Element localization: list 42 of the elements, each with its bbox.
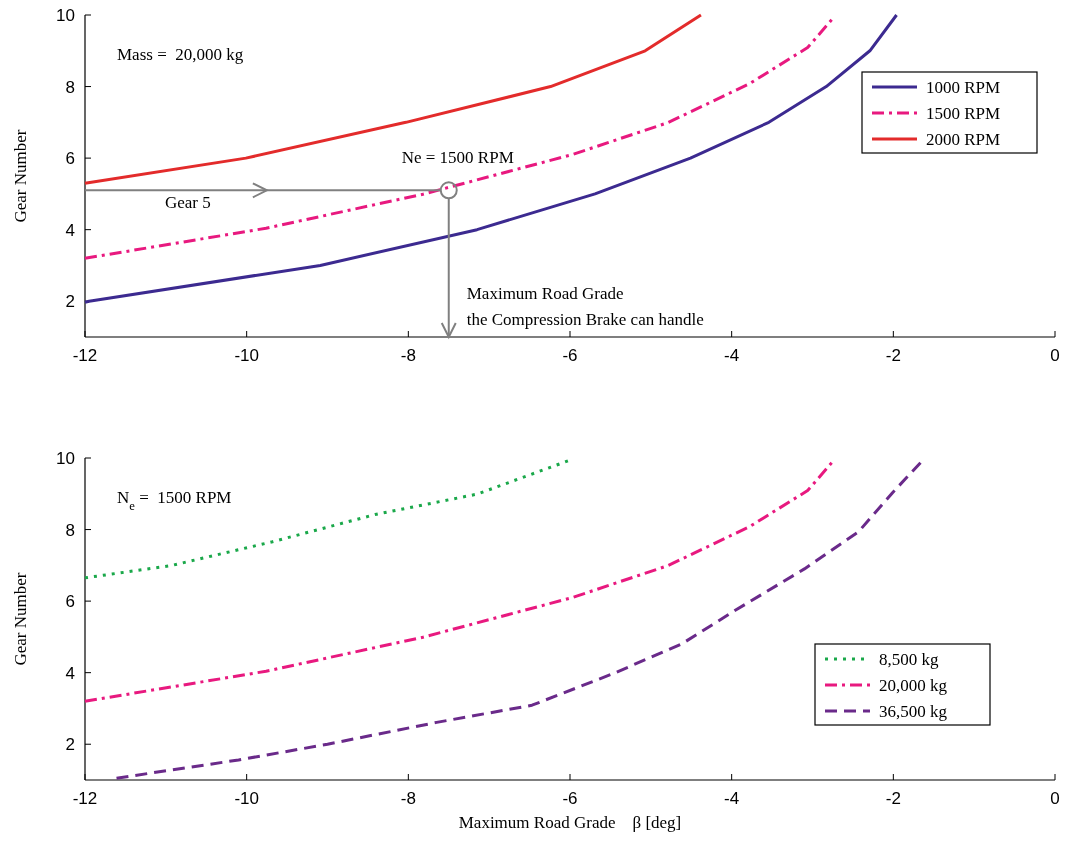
x-tick-label: -6 — [562, 789, 578, 808]
y-tick-label: 6 — [65, 592, 75, 612]
line-series — [83, 13, 703, 185]
y-tick-label: 4 — [65, 220, 75, 240]
x-axis-title: Maximum Road Grade β [deg] — [458, 813, 682, 832]
y-axis-title: Gear Number — [11, 572, 30, 666]
annotation: N$_{e}$ = 1500 RPM — [117, 488, 232, 513]
x-tick-label: -8 — [400, 789, 416, 808]
y-tick-label: 8 — [65, 520, 75, 540]
x-tick-label: -4 — [724, 346, 740, 365]
x-tick-label: 0 — [1050, 346, 1060, 365]
line-series — [83, 17, 835, 260]
y-tick-label: 8 — [65, 77, 75, 97]
x-tick-label: -2 — [885, 346, 901, 365]
x-tick-label: -10 — [234, 789, 259, 808]
y-tick-label: 6 — [65, 149, 75, 169]
legend-label: 2000 RPM — [926, 130, 1001, 149]
annotation: Maximum Road Grade the Compression Brake can handle — [466, 284, 704, 329]
legend-label: 1000 RPM — [926, 78, 1001, 97]
x-tick-label: -12 — [72, 789, 98, 808]
x-tick-label: -8 — [400, 346, 416, 365]
annotation: Gear 5 — [165, 193, 211, 213]
y-tick-label: 2 — [65, 735, 75, 755]
line-series — [83, 13, 899, 304]
line-series — [83, 460, 835, 703]
x-tick-label: -12 — [72, 346, 98, 365]
y-tick-label: 2 — [65, 292, 75, 312]
legend-label: 8,500 kg — [879, 650, 939, 669]
y-tick-label: 10 — [56, 6, 75, 25]
y-tick-label: 10 — [56, 449, 75, 468]
x-tick-label: -6 — [562, 346, 578, 365]
annotation: Mass = 20,000 kg — [117, 45, 244, 64]
y-axis-title: Gear Number — [11, 129, 30, 223]
x-tick-label: -10 — [234, 346, 259, 365]
y-tick-label: 4 — [65, 663, 75, 683]
legend-label: 20,000 kg — [879, 676, 948, 695]
x-tick-label: -4 — [724, 789, 740, 808]
annotation: Ne = 1500 RPM — [401, 148, 514, 168]
legend-label: 36,500 kg — [879, 702, 948, 721]
legend-label: 1500 RPM — [926, 104, 1001, 123]
x-tick-label: -2 — [885, 789, 901, 808]
x-tick-label: 0 — [1050, 789, 1060, 808]
